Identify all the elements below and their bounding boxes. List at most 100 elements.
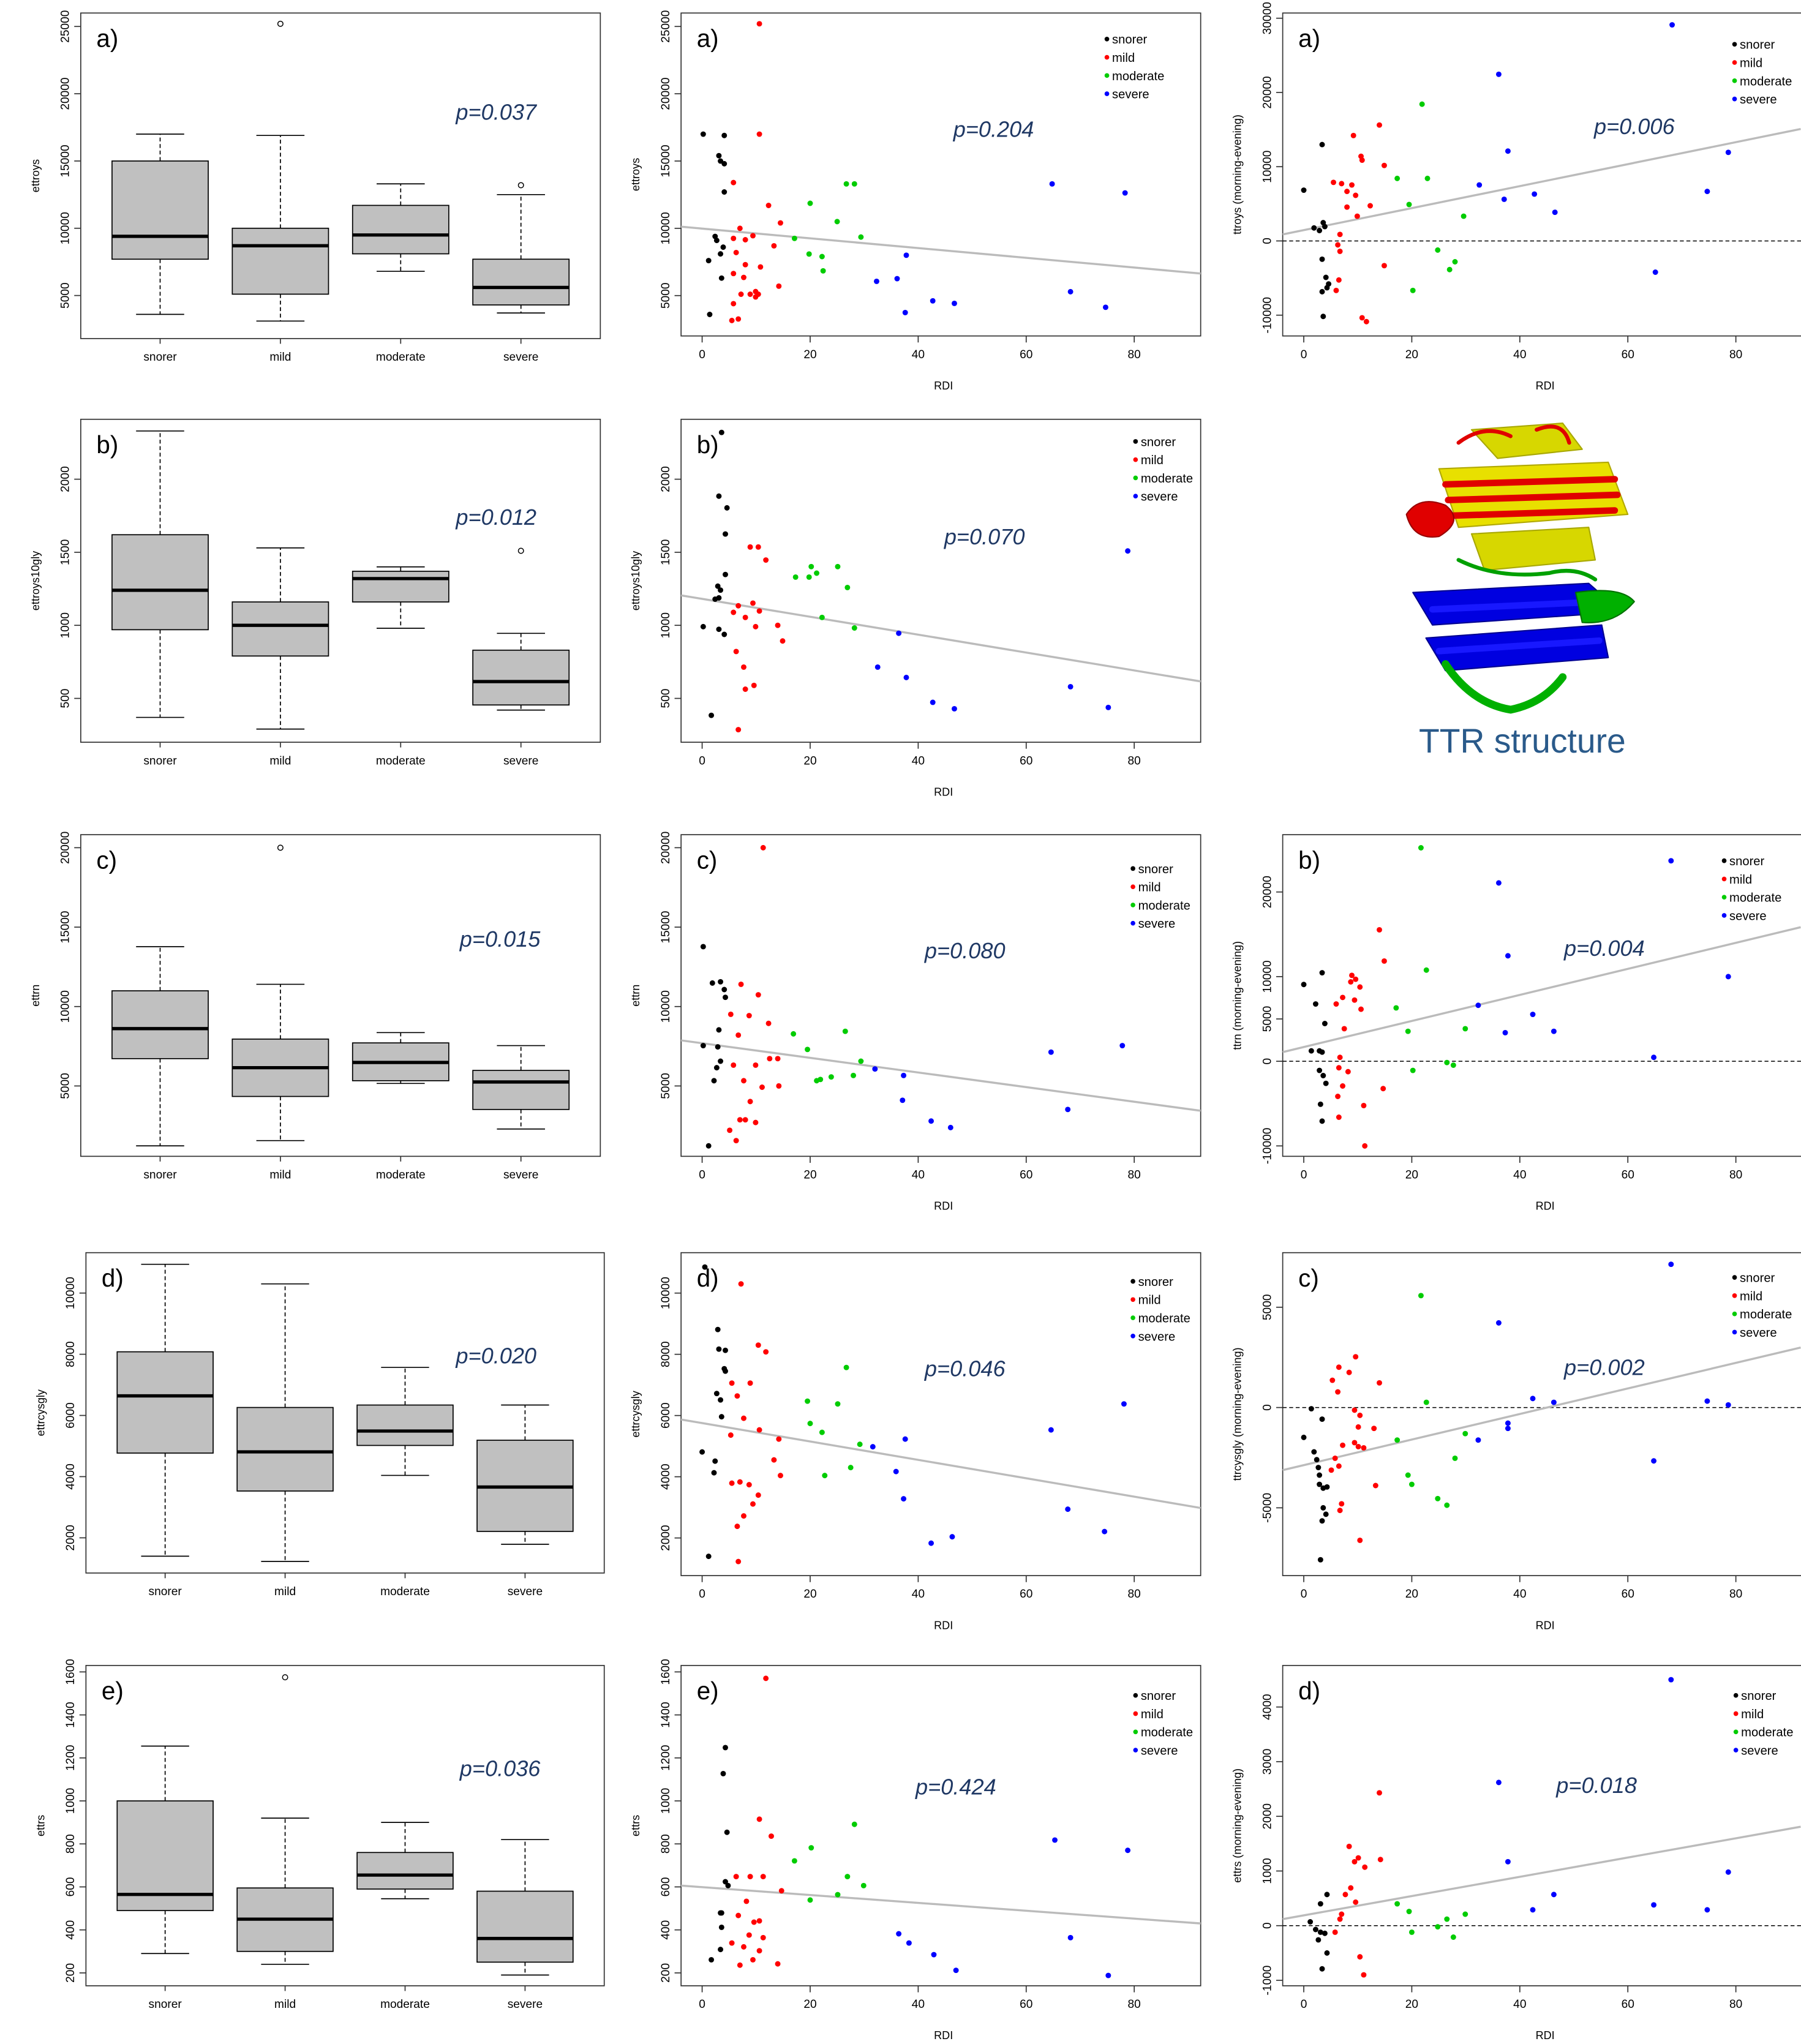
y-tick-label: 6000: [64, 1402, 77, 1429]
point: [1381, 958, 1387, 964]
point: [741, 1078, 746, 1084]
y-tick-label: -10000: [1261, 1128, 1274, 1165]
plot-frame: [1282, 1252, 1801, 1576]
point: [1367, 203, 1373, 209]
point: [713, 238, 720, 244]
point: [718, 251, 724, 257]
point: [742, 686, 748, 692]
point: [723, 1745, 728, 1751]
point: [1336, 277, 1342, 283]
point: [778, 1888, 784, 1894]
point: [1357, 1537, 1363, 1543]
point: [750, 600, 756, 606]
point: [874, 664, 881, 670]
point: [734, 1524, 740, 1530]
point: [723, 994, 728, 1001]
trend-line: [1282, 1346, 1801, 1471]
point: [1317, 1929, 1323, 1935]
point: [1357, 1412, 1363, 1418]
legend-label: mild: [1740, 1290, 1762, 1303]
point: [750, 233, 756, 239]
point: [1501, 196, 1507, 202]
point: [1530, 1396, 1536, 1402]
point: [1337, 248, 1343, 254]
point: [1405, 1028, 1411, 1034]
panel-label: e): [102, 1677, 124, 1705]
y-axis-label: ettrcysgly: [630, 1391, 642, 1437]
ttr-structure-image: [1405, 423, 1635, 714]
point: [1323, 274, 1329, 280]
point: [1319, 1049, 1325, 1055]
x-axis-label: RDI: [1536, 1200, 1555, 1212]
point: [820, 268, 826, 274]
point: [901, 1072, 907, 1078]
x-tick-label: 80: [1128, 754, 1141, 767]
point: [707, 312, 713, 317]
y-tick-label: 200: [660, 1963, 672, 1983]
p-value: p=0.070: [944, 524, 1025, 549]
legend-marker: [1104, 54, 1110, 60]
y-tick-label: 1200: [64, 1745, 77, 1772]
point: [718, 158, 724, 164]
y-tick-label: 1000: [64, 1788, 77, 1814]
point: [721, 132, 728, 138]
point: [1308, 1048, 1314, 1054]
point: [750, 1501, 756, 1507]
point: [1336, 1463, 1342, 1469]
point: [1377, 1380, 1382, 1386]
point: [1532, 191, 1538, 197]
point: [746, 1013, 752, 1019]
point: [738, 1281, 744, 1287]
y-axis-label: ttroys (morning-evening): [1231, 115, 1244, 235]
point: [1342, 1892, 1348, 1898]
legend-marker: [1130, 1297, 1135, 1302]
point: [1122, 190, 1128, 196]
point: [1105, 704, 1111, 710]
point: [1336, 1364, 1342, 1370]
x-tick-label: 80: [1128, 348, 1141, 361]
point: [814, 570, 820, 576]
point: [851, 1072, 857, 1078]
x-tick-label: 40: [912, 348, 925, 361]
point: [1065, 1506, 1071, 1512]
x-tick-label: 60: [1020, 754, 1032, 767]
p-value: p=0.080: [924, 938, 1006, 963]
legend-marker: [1104, 36, 1110, 42]
y-tick-label: 500: [59, 689, 72, 708]
point: [1339, 1911, 1345, 1917]
panel-label: c): [697, 846, 718, 874]
x-tick-label: 20: [1405, 1588, 1418, 1601]
legend-marker: [1133, 1693, 1138, 1698]
panel-label: d): [1298, 1677, 1320, 1705]
legend-label: moderate: [1741, 1726, 1793, 1740]
point: [715, 1326, 721, 1332]
point: [1418, 845, 1424, 851]
y-tick-label: 1000: [59, 612, 72, 639]
legend-label: severe: [1138, 917, 1176, 931]
x-tick-label: moderate: [380, 1998, 430, 2011]
point: [1357, 984, 1363, 990]
point: [720, 1770, 726, 1776]
point: [1336, 1114, 1342, 1120]
legend-label: moderate: [1141, 472, 1193, 486]
y-tick-label: -10000: [1261, 297, 1274, 334]
point: [848, 1465, 854, 1471]
point: [1361, 1972, 1367, 1978]
x-tick-label: 20: [1405, 348, 1418, 361]
x-tick-label: 80: [1729, 1169, 1742, 1182]
ribbon: [1456, 424, 1571, 445]
y-tick-label: 1000: [660, 612, 672, 639]
point: [1394, 175, 1401, 181]
point: [1337, 1508, 1343, 1514]
point: [1339, 1501, 1345, 1507]
legend-label: mild: [1729, 873, 1752, 887]
point: [1323, 1080, 1329, 1086]
panel-label: a): [96, 24, 118, 53]
point: [791, 1858, 797, 1864]
point: [750, 1956, 756, 1963]
point: [735, 603, 742, 609]
point: [834, 219, 840, 225]
panel-label: c): [1298, 1264, 1319, 1292]
point: [778, 220, 783, 226]
point: [1125, 548, 1131, 554]
